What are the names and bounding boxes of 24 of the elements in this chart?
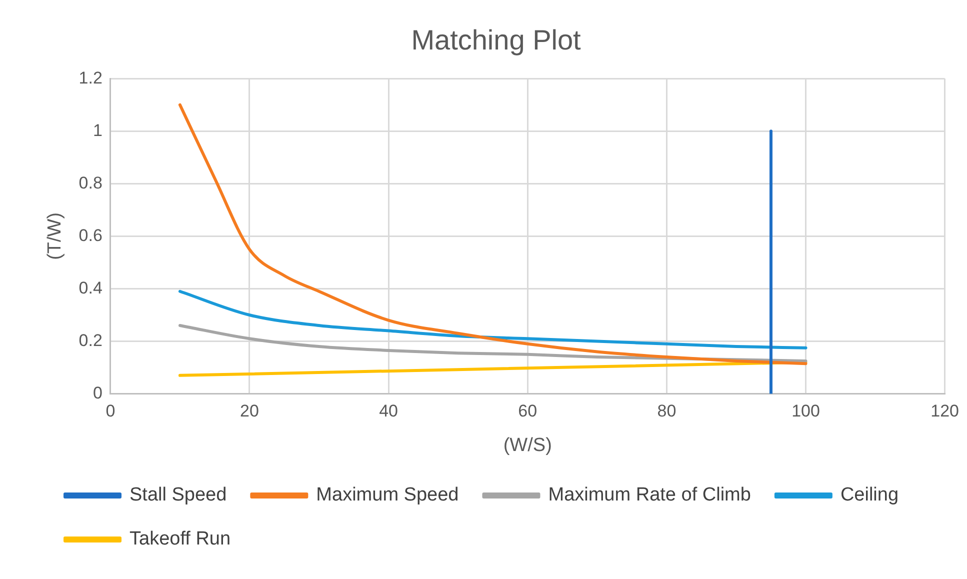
line-series <box>178 103 808 366</box>
y-tick-label: 1.2 <box>78 68 102 88</box>
x-tick-label: 100 <box>792 402 820 421</box>
legend-label: Stall Speed <box>130 484 227 506</box>
x-tick-label: 20 <box>240 402 259 421</box>
chart-title: Matching Plot <box>411 24 582 56</box>
y-axis-title: (T/W) <box>44 212 66 260</box>
x-tick-label: 0 <box>106 402 116 421</box>
y-tick-label: 0 <box>92 383 102 402</box>
y-tick-label: 0.8 <box>78 173 102 192</box>
legend-label: Maximum Rate of Climb <box>548 484 751 506</box>
y-tick-label: 0.4 <box>78 278 102 298</box>
y-tick-label: 1 <box>92 120 102 140</box>
line-series <box>178 290 808 350</box>
x-tick-label: 80 <box>657 402 676 421</box>
y-tick-label: 0.2 <box>78 330 102 350</box>
legend-label: Takeoff Run <box>130 528 231 550</box>
x-tick-label: 40 <box>379 402 398 421</box>
x-axis-title: (W/S) <box>503 434 552 456</box>
legend-label: Ceiling <box>840 484 899 506</box>
legend-label: Maximum Speed <box>316 484 459 506</box>
x-tick-label: 120 <box>930 402 960 421</box>
x-tick-label: 60 <box>518 402 538 421</box>
y-tick-label: 0.6 <box>78 226 102 245</box>
